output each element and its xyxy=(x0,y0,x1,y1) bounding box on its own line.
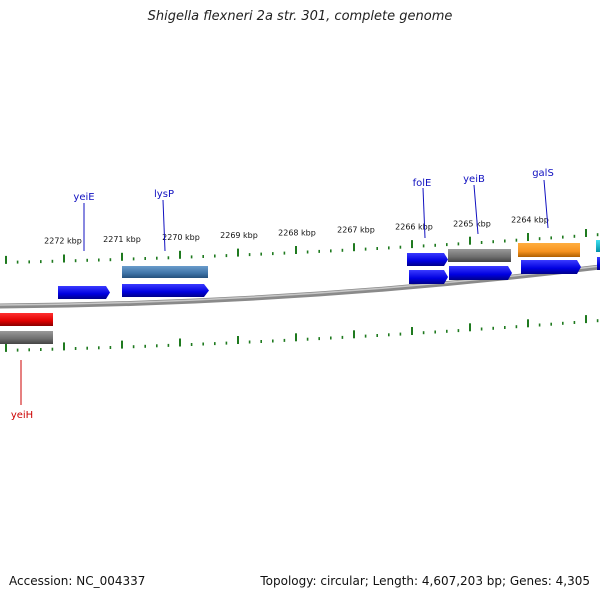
scale-label: 2268 kbp xyxy=(278,228,316,237)
gene-label-yeiH[interactable]: yeiH xyxy=(11,410,33,421)
scale-ticks-inner xyxy=(5,315,599,352)
feature-orange[interactable] xyxy=(518,243,580,257)
feature-cyan[interactable] xyxy=(596,240,600,252)
scale-label: 2264 kbp xyxy=(511,216,549,225)
leader-yeiB xyxy=(473,184,479,235)
scale-ticks-outer xyxy=(5,229,599,264)
feature-gray-2[interactable] xyxy=(0,331,53,344)
gene-label-lysP[interactable]: lysP xyxy=(154,189,174,200)
feature-gray-1[interactable] xyxy=(448,249,511,262)
accession-text: Accession: NC_004337 xyxy=(9,574,146,588)
genome-summary-text: Topology: circular; Length: 4,607,203 bp… xyxy=(260,574,590,588)
gene-label-galS[interactable]: galS xyxy=(532,168,554,179)
gene-arrow-yeiB[interactable] xyxy=(449,266,512,280)
leader-lysP xyxy=(162,199,166,252)
map-title: Shigella flexneri 2a str. 301, complete … xyxy=(147,9,453,24)
scale-label: 2270 kbp xyxy=(162,233,200,242)
gene-arrow-edge[interactable] xyxy=(597,257,600,270)
scale-label: 2265 kbp xyxy=(453,219,491,228)
leader-folE xyxy=(422,187,426,239)
gene-arrow-folE[interactable] xyxy=(409,270,448,284)
leader-galS xyxy=(543,179,549,229)
genome-backbone xyxy=(0,264,600,309)
scale-label: 2272 kbp xyxy=(44,237,82,246)
scale-label: 2269 kbp xyxy=(220,231,258,240)
gene-arrow-yeiE[interactable] xyxy=(58,286,110,299)
gene-arrow-lysP[interactable] xyxy=(122,284,209,297)
gene-arrow-galS[interactable] xyxy=(521,260,581,274)
gene-label-yeiE[interactable]: yeiE xyxy=(73,192,94,203)
gene-arrow-folE-outer[interactable] xyxy=(407,253,448,266)
gene-label-yeiB[interactable]: yeiB xyxy=(463,174,485,185)
scale-label: 2266 kbp xyxy=(395,223,433,232)
scale-labels: 2272 kbp 2271 kbp 2270 kbp 2269 kbp 2268 kbp… xyxy=(44,216,549,246)
feature-steelblue[interactable] xyxy=(122,266,208,278)
scale-label: 2271 kbp xyxy=(103,235,141,244)
gene-arrow-yeiH[interactable] xyxy=(0,313,53,326)
gene-label-folE[interactable]: folE xyxy=(413,178,432,189)
scale-label: 2267 kbp xyxy=(337,226,375,235)
